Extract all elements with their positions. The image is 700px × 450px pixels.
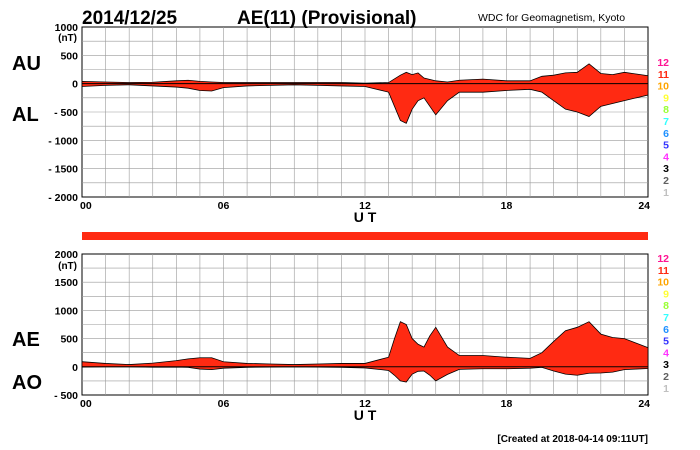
c1-xtick-label: 06 bbox=[218, 200, 230, 212]
c1-ytick-label: - 500 bbox=[54, 107, 78, 119]
chart1-unit-label: (nT) bbox=[58, 33, 77, 44]
source-label: WDC for Geomagnetism, Kyoto bbox=[478, 12, 625, 24]
chart2-lower-fill bbox=[81, 366, 649, 383]
station-legend-item: 6 bbox=[663, 128, 669, 140]
c1-ytick-label: 0 bbox=[72, 79, 78, 91]
station-legend-item: 7 bbox=[663, 312, 669, 324]
c1-ytick-label: - 1000 bbox=[48, 135, 78, 147]
c2-ytick-label: 2000 bbox=[55, 249, 79, 261]
c2-xtick-label: 18 bbox=[501, 398, 513, 410]
station-legend-item: 9 bbox=[663, 288, 669, 300]
station-legend-item: 2 bbox=[663, 371, 669, 383]
chart1-xlabel: U T bbox=[354, 209, 377, 225]
chart2-xticks: 00 06 12 18 24 bbox=[80, 398, 650, 410]
au-band-label: AU bbox=[12, 53, 41, 75]
station-legend-item: 1 bbox=[663, 383, 669, 395]
station-legend-item: 5 bbox=[663, 336, 669, 348]
ao-band-label: AO bbox=[12, 372, 42, 394]
station-legend-item: 5 bbox=[663, 140, 669, 152]
created-timestamp: [Created at 2018-04-14 09:11UT] bbox=[497, 434, 648, 445]
station-legend-item: 10 bbox=[657, 81, 669, 93]
chart1-grid bbox=[82, 27, 648, 197]
c1-ytick-label: - 2000 bbox=[48, 192, 78, 204]
c2-xtick-label: 06 bbox=[218, 398, 230, 410]
station-legend-item: 11 bbox=[658, 265, 669, 277]
separator-bar bbox=[82, 232, 648, 240]
station-legend-item: 3 bbox=[663, 163, 669, 175]
station-legend-item: 12 bbox=[657, 253, 669, 265]
station-legend-item: 11 bbox=[658, 69, 669, 81]
date-title: 2014/12/25 bbox=[82, 8, 178, 29]
chart2-grid bbox=[82, 254, 648, 395]
au-al-chart: 1000 500 0 - 500 - 1000 - 1500 - 2000 00 06 12 18… bbox=[12, 22, 650, 225]
ae-band-label: AE bbox=[12, 329, 40, 351]
station-legend-item: 2 bbox=[663, 175, 669, 187]
ae-ao-chart: 2000 1500 1000 500 0 - 500 00 06 12 18 24 (nT) U … bbox=[12, 249, 650, 423]
c1-xtick-label: 18 bbox=[501, 200, 513, 212]
c1-ytick-label: 1000 bbox=[55, 22, 79, 34]
c1-ytick-label: - 1500 bbox=[48, 164, 78, 176]
station-legend-item: 12 bbox=[657, 57, 669, 69]
chart2-unit-label: (nT) bbox=[58, 261, 77, 272]
c2-ytick-label: - 500 bbox=[54, 390, 78, 402]
c2-xtick-label: 24 bbox=[638, 398, 650, 410]
index-title: AE(11) (Provisional) bbox=[237, 8, 417, 29]
chart1-lower-fill bbox=[81, 83, 649, 124]
chart2-yticks: 2000 1500 1000 500 0 - 500 bbox=[54, 249, 78, 402]
al-band-label: AL bbox=[12, 104, 39, 126]
station-legend-item: 3 bbox=[663, 359, 669, 371]
chart2-xlabel: U T bbox=[354, 407, 377, 423]
station-legend-item: 10 bbox=[657, 277, 669, 289]
c1-xtick-label: 00 bbox=[80, 200, 92, 212]
station-legend-item: 9 bbox=[663, 92, 669, 104]
c2-ytick-label: 500 bbox=[60, 334, 78, 346]
c1-xtick-label: 12 bbox=[359, 200, 371, 212]
c2-xtick-label: 00 bbox=[80, 398, 92, 410]
chart1-yticks: 1000 500 0 - 500 - 1000 - 1500 - 2000 bbox=[48, 22, 78, 204]
c2-ytick-label: 1000 bbox=[55, 305, 79, 317]
chart1-xticks: 00 06 12 18 24 bbox=[80, 200, 650, 212]
chart1-upper-fill bbox=[81, 63, 649, 85]
station-legend-item: 1 bbox=[663, 187, 669, 199]
station-legend-item: 4 bbox=[663, 151, 669, 163]
station-legend-item: 4 bbox=[663, 347, 669, 359]
c2-ytick-label: 0 bbox=[72, 362, 78, 374]
station-legend-item: 8 bbox=[663, 104, 669, 116]
station-legend-item: 7 bbox=[663, 116, 669, 128]
c2-xtick-label: 12 bbox=[359, 398, 371, 410]
c1-ytick-label: 500 bbox=[60, 50, 78, 62]
station-legend-item: 6 bbox=[663, 324, 669, 336]
station-legend-item: 8 bbox=[663, 300, 669, 312]
c2-ytick-label: 1500 bbox=[55, 277, 79, 289]
chart2-upper-fill bbox=[81, 321, 649, 368]
c1-xtick-label: 24 bbox=[638, 200, 650, 212]
